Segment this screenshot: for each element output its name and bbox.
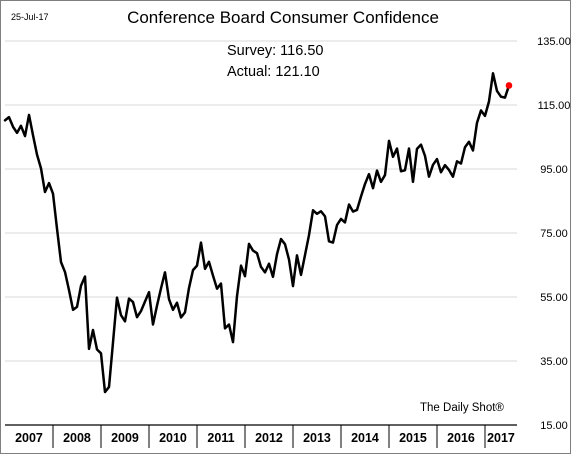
gridlines bbox=[5, 40, 517, 362]
latest-point-marker bbox=[505, 82, 513, 89]
survey-annotation: Survey: 116.50 bbox=[227, 43, 323, 59]
x-tick-label: 2011 bbox=[207, 431, 234, 445]
y-axis: 15.00 35.00 55.00 75.00 95.00 115.00 135.00 bbox=[537, 36, 571, 432]
y-tick-label: 55.00 bbox=[540, 292, 568, 304]
x-tick-label: 2013 bbox=[303, 431, 331, 445]
y-tick-label: 75.00 bbox=[540, 228, 568, 240]
x-tick-label: 2017 bbox=[487, 431, 515, 445]
x-tick-label: 2010 bbox=[159, 431, 187, 445]
y-tick-label: 95.00 bbox=[540, 164, 568, 176]
y-tick-label: 15.00 bbox=[540, 420, 568, 432]
date-label: 25-Jul-17 bbox=[11, 12, 49, 22]
chart-title: Conference Board Consumer Confidence bbox=[127, 8, 439, 27]
y-tick-label: 35.00 bbox=[540, 356, 568, 368]
x-tick-label: 2007 bbox=[15, 431, 43, 445]
x-tick-label: 2009 bbox=[111, 431, 139, 445]
y-tick-label: 135.00 bbox=[537, 36, 571, 48]
x-tick-label: 2014 bbox=[351, 431, 379, 445]
series-line bbox=[3, 72, 511, 394]
actual-annotation: Actual: 121.10 bbox=[227, 64, 320, 80]
x-axis: 2007 2008 2009 2010 2011 2012 2013 2014 2015 2016… bbox=[5, 424, 517, 448]
x-tick-label: 2008 bbox=[63, 431, 91, 445]
x-tick-label: 2012 bbox=[255, 431, 283, 445]
credit-label: The Daily Shot® bbox=[420, 402, 504, 414]
y-tick-label: 115.00 bbox=[538, 100, 571, 112]
x-tick-label: 2015 bbox=[399, 431, 427, 445]
series-layer bbox=[3, 72, 513, 394]
x-tick-label: 2016 bbox=[447, 431, 475, 445]
